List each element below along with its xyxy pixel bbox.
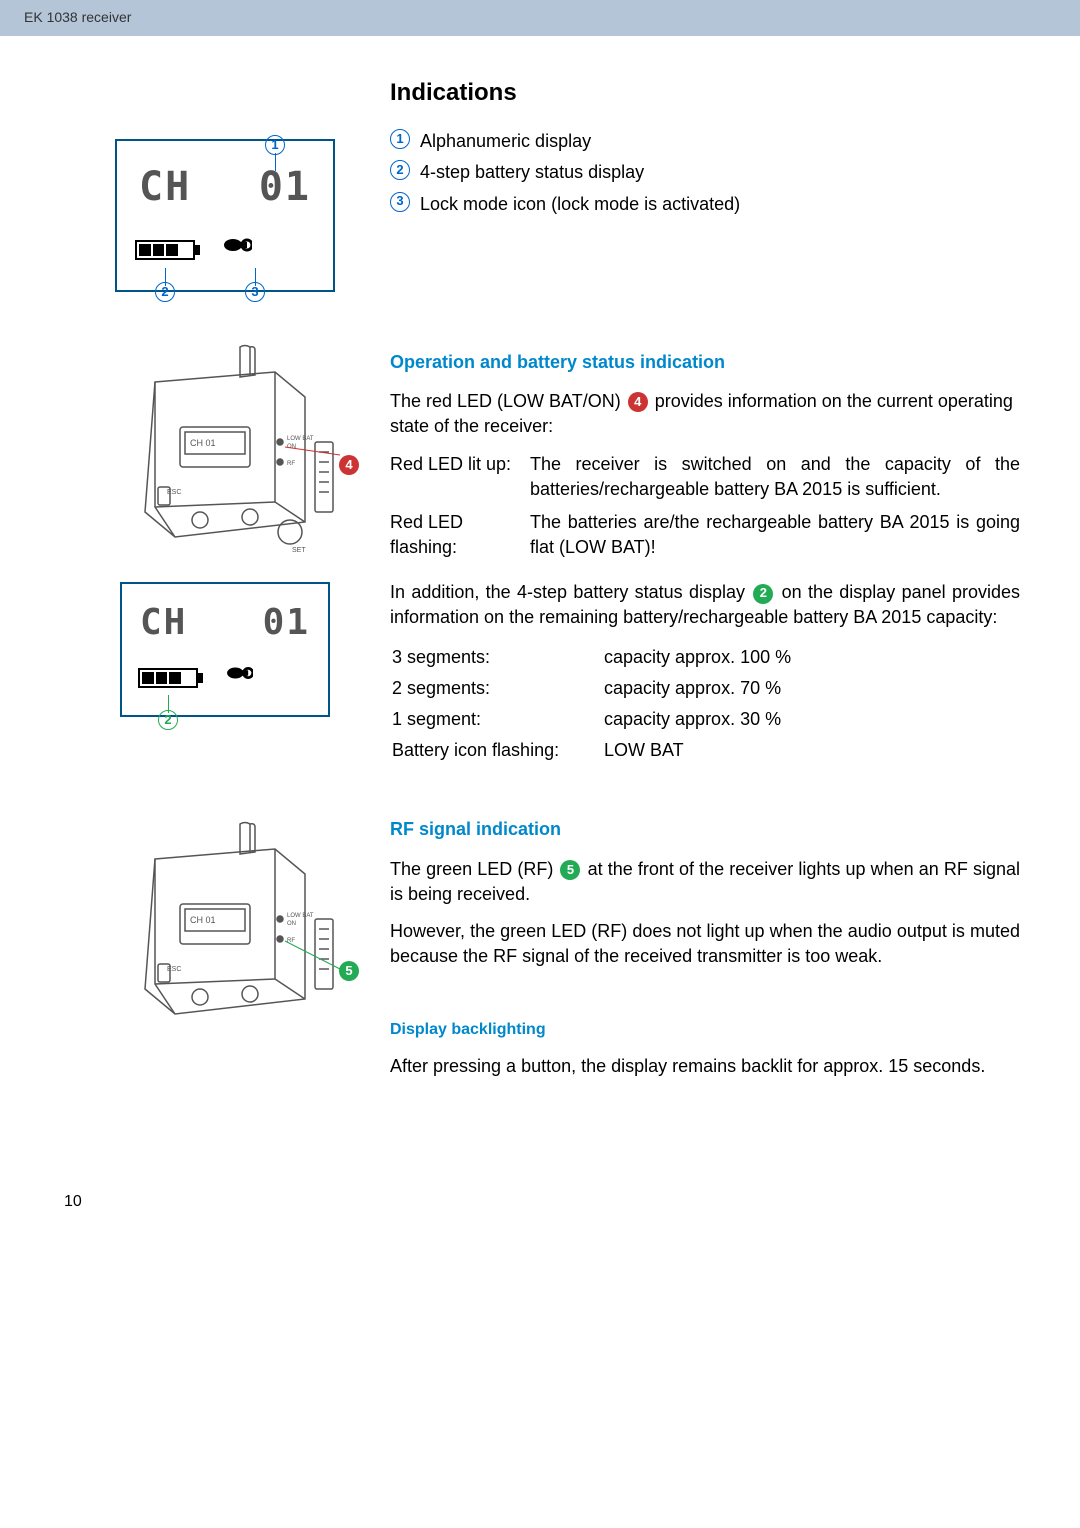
svg-text:SET: SET [292,547,306,554]
section-title: Indications [390,76,1020,110]
indication-item-3: 3 Lock mode icon (lock mode is activated… [390,192,1020,217]
display-ch-label: CH [139,159,191,215]
svg-text:ESC: ESC [167,966,181,973]
battery-icon [135,240,200,260]
led-flash-label: Red LED flashing: [390,510,530,560]
svg-text:CH 01: CH 01 [190,438,216,448]
callout-2-green: 2 [158,710,178,730]
backlight-title: Display backlighting [390,1019,1020,1041]
badge-2-inline-icon: 2 [753,584,773,604]
table-row: Battery icon flashing:LOW BAT [392,738,791,767]
segment-display-small: CH 01 [132,598,318,662]
table-row: 2 segments:capacity approx. 70 % [392,676,791,705]
led-lit-body: The receiver is switched on and the capa… [530,452,1020,502]
lock-icon-small [225,662,253,693]
led-flash-row: Red LED flashing: The batteries are/the … [390,510,1020,560]
table-row: 3 segments:capacity approx. 100 % [392,645,791,674]
header-title: EK 1038 receiver [24,9,131,25]
callout-2: 2 [155,282,175,302]
operation-intro: The red LED (LOW BAT/ON) 4 provides info… [390,389,1020,439]
receiver-rf-diagram: CH 01 LOW BAT ON RF ESC [95,809,355,999]
led-lit-label: Red LED lit up: [390,452,530,502]
badge-4-icon: 4 [339,455,359,475]
display-panel-diagram: 1 CH 01 2 3 [115,139,335,292]
svg-text:ON: ON [287,921,296,927]
num-3-icon: 3 [390,192,410,212]
display-ch-value: 01 [259,159,311,215]
indication-text-1: Alphanumeric display [420,129,591,154]
svg-text:LOW BAT: LOW BAT [287,436,314,442]
battery-icon-small [138,668,203,688]
led-lit-row: Red LED lit up: The receiver is switched… [390,452,1020,502]
segment-intro: In addition, the 4-step battery status d… [390,580,1020,630]
rf-paragraph-1: The green LED (RF) 5 at the front of the… [390,857,1020,907]
backlight-body: After pressing a button, the display rem… [390,1054,1020,1079]
indication-text-3: Lock mode icon (lock mode is activated) [420,192,740,217]
rf-title: RF signal indication [390,817,1020,842]
page-header: EK 1038 receiver [0,0,1080,36]
callout-3: 3 [245,282,265,302]
indication-item-2: 2 4-step battery status display [390,160,1020,185]
badge-5-icon: 5 [339,961,359,981]
led-flash-body: The batteries are/the rechargeable batte… [530,510,1020,560]
badge-4-inline-icon: 4 [628,392,648,412]
badge-5-inline-icon: 5 [560,860,580,880]
num-2-icon: 2 [390,160,410,180]
svg-text:LOW BAT: LOW BAT [287,913,314,919]
svg-text:CH 01: CH 01 [190,915,216,925]
segment-capacity-table: 3 segments:capacity approx. 100 % 2 segm… [390,643,793,770]
svg-text:RF: RF [287,461,295,467]
svg-text:ESC: ESC [167,489,181,496]
rf-paragraph-2: However, the green LED (RF) does not lig… [390,919,1020,969]
lock-icon [222,233,252,266]
display-panel-small-diagram: CH 01 2 [120,582,330,717]
callout-line [275,153,276,171]
indication-text-2: 4-step battery status display [420,160,644,185]
num-1-icon: 1 [390,129,410,149]
table-row: 1 segment:capacity approx. 30 % [392,707,791,736]
receiver-front-diagram: CH 01 LOW BAT ON RF ESC SET [95,342,355,562]
operation-title: Operation and battery status indication [390,350,1020,375]
segment-display: CH 01 [129,159,321,233]
page-number: 10 [60,1191,1020,1213]
indication-item-1: 1 Alphanumeric display [390,129,1020,154]
